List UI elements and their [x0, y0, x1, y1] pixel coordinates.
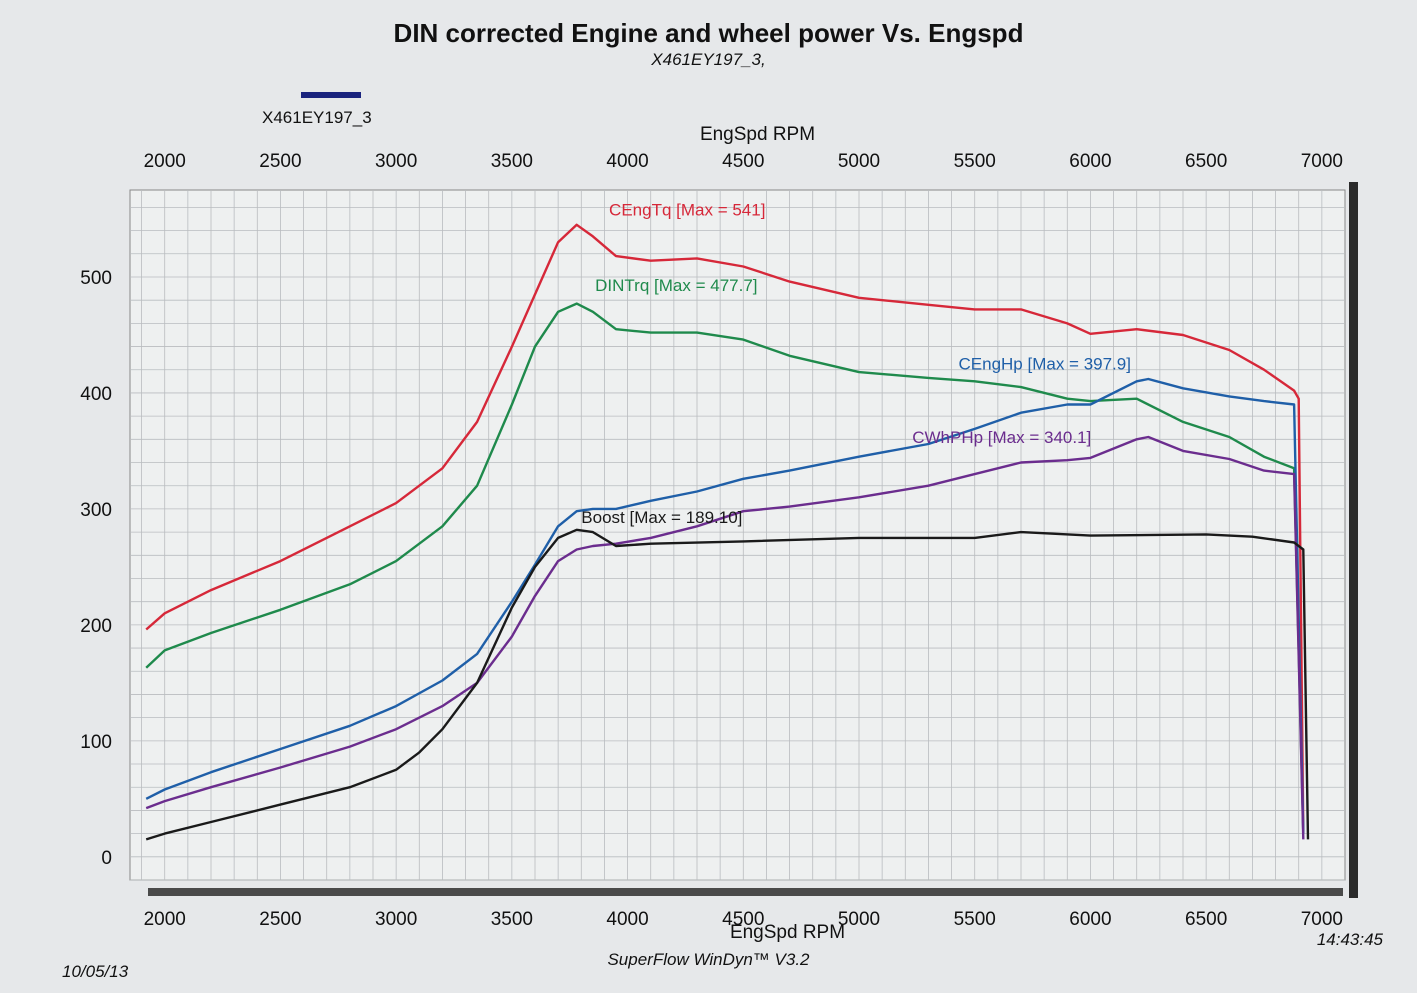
y-tick-label: 400 [80, 384, 112, 405]
series-line-cenghp [145, 377, 1305, 834]
x-axis-title-bottom: EngSpd RPM [730, 922, 845, 943]
x-tick-label-bottom: 5000 [838, 909, 880, 930]
x-tick-label-bottom: 5500 [954, 909, 996, 930]
x-tick-label-bottom: 6000 [1069, 909, 1111, 930]
x-tick-label-top: 7000 [1301, 151, 1343, 172]
x-tick-label-top: 5000 [838, 151, 880, 172]
x-tick-label-bottom: 3000 [375, 909, 417, 930]
x-axis-title-top: EngSpd RPM [700, 124, 815, 145]
plot-frame-bottom [148, 888, 1343, 896]
y-tick-label: 500 [80, 268, 112, 289]
series-label-cenghp: CEngHp [Max = 397.9] [959, 355, 1131, 374]
chart-title: DIN corrected Engine and wheel power Vs.… [393, 18, 1024, 48]
x-tick-label-bottom: 4000 [606, 909, 648, 930]
series-line-cengtq [145, 223, 1305, 834]
series-line-cwhphp [145, 435, 1305, 840]
x-tick-label-bottom: 2500 [259, 909, 301, 930]
x-tick-label-top: 3500 [491, 151, 533, 172]
y-tick-label: 200 [80, 616, 112, 637]
series-label-cengtq: CEngTq [Max = 541] [609, 201, 765, 220]
series-line-boost [145, 528, 1310, 841]
legend-swatch [301, 92, 361, 98]
series-label-dintrq: DINTrq [Max = 477.7] [595, 276, 757, 295]
legend-label: X461EY197_3 [262, 108, 372, 127]
y-tick-label: 100 [80, 732, 112, 753]
series-label-cwhphp: CWhPHp [Max = 340.1] [912, 428, 1091, 447]
y-tick-label: 300 [80, 500, 112, 521]
x-tick-label-top: 6000 [1069, 151, 1111, 172]
x-tick-label-bottom: 2000 [144, 909, 186, 930]
x-tick-label-bottom: 3500 [491, 909, 533, 930]
time-footer: 14:43:45 [1316, 930, 1383, 949]
x-tick-label-bottom: 7000 [1301, 909, 1343, 930]
software-footer: SuperFlow WinDyn™ V3.2 [607, 950, 810, 969]
x-tick-label-top: 2500 [259, 151, 301, 172]
plot-frame-right [1349, 182, 1358, 898]
x-tick-label-bottom: 6500 [1185, 909, 1227, 930]
x-tick-label-bottom: 4500 [722, 909, 764, 930]
x-tick-label-top: 6500 [1185, 151, 1227, 172]
series-label-boost: Boost [Max = 189.10] [581, 508, 742, 527]
x-tick-label-top: 3000 [375, 151, 417, 172]
x-tick-label-top: 4000 [606, 151, 648, 172]
series-line-dintrq [145, 302, 1305, 834]
chart-subtitle: X461EY197_3, [651, 50, 766, 69]
date-footer: 10/05/13 [62, 962, 129, 981]
x-tick-label-top: 4500 [722, 151, 764, 172]
y-tick-label: 0 [101, 848, 112, 869]
x-tick-label-top: 5500 [954, 151, 996, 172]
x-tick-label-top: 2000 [144, 151, 186, 172]
